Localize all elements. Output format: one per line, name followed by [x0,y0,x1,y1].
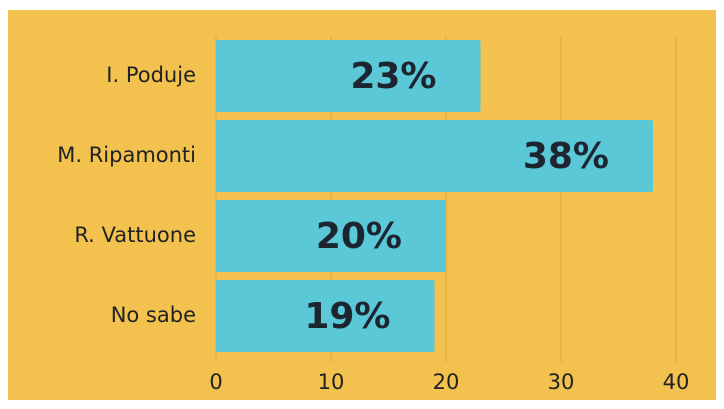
x-tick-label: 30 [548,370,575,394]
x-tick-label: 0 [209,370,222,394]
value-label: 23% [350,56,436,97]
value-label: 38% [523,136,609,177]
y-tick-label: I. Poduje [106,63,196,87]
bar [216,120,653,192]
y-tick-label: No sabe [111,303,196,327]
bar [216,280,435,352]
x-tick-label: 20 [433,370,460,394]
bar [216,40,481,112]
value-label: 19% [304,296,390,337]
bar [216,200,446,272]
y-tick-label: M. Ripamonti [57,143,196,167]
x-tick-label: 40 [663,370,690,394]
y-tick-label: R. Vattuone [74,223,196,247]
value-label: 20% [316,216,402,257]
x-tick-label: 10 [318,370,345,394]
